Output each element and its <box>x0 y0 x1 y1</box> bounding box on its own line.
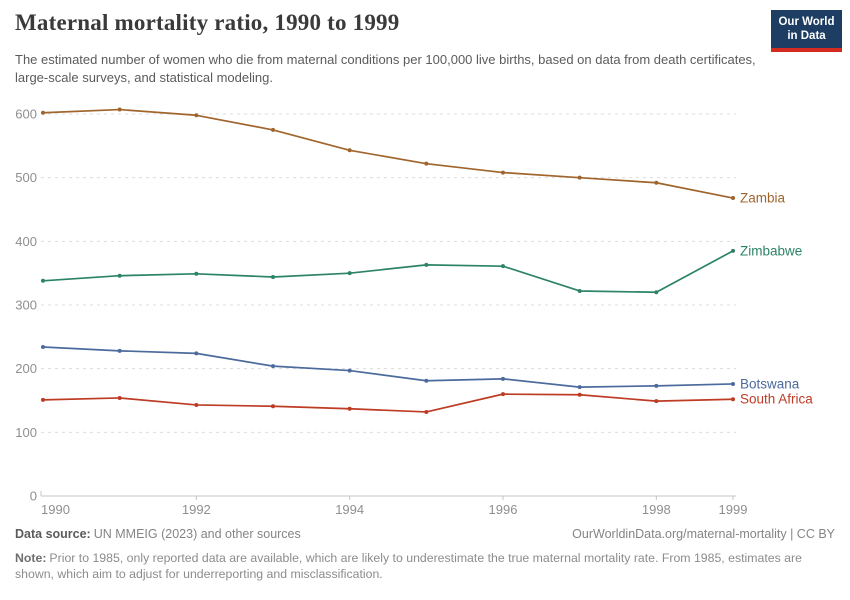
point-zimbabwe-1991 <box>117 273 122 278</box>
data-source-line: Data source: UN MMEIG (2023) and other so… <box>15 526 301 543</box>
point-zambia-1995 <box>424 161 429 166</box>
owid-logo-text-line2: in Data <box>787 30 826 43</box>
y-tick-label-100: 100 <box>15 425 37 440</box>
series-label-south-africa[interactable]: South Africa <box>740 392 813 407</box>
note-text: Prior to 1985, only reported data are av… <box>15 550 802 582</box>
point-zimbabwe-1995 <box>424 262 429 267</box>
point-zambia-1993 <box>271 127 275 132</box>
note-label: Note: <box>15 550 47 565</box>
point-zambia-1999 <box>731 196 735 201</box>
point-south-africa-1998 <box>654 399 659 404</box>
line-botswana <box>42 346 734 388</box>
point-botswana-1992 <box>194 351 199 356</box>
y-tick-label-500: 500 <box>15 170 37 185</box>
y-tick-label-400: 400 <box>15 234 37 249</box>
point-botswana-1994 <box>347 368 352 373</box>
point-south-africa-1992 <box>194 402 199 407</box>
x-tick-label-1999: 1999 <box>719 502 748 517</box>
point-zambia-1996 <box>501 170 505 175</box>
point-zambia-1992 <box>194 113 199 118</box>
owid-citation-link[interactable]: OurWorldinData.org/maternal-mortality | … <box>572 527 835 541</box>
x-tick-label-1994: 1994 <box>335 502 364 517</box>
point-botswana-1995 <box>424 378 429 383</box>
point-south-africa-1994 <box>347 406 352 411</box>
point-botswana-1993 <box>271 364 275 369</box>
point-zimbabwe-1994 <box>347 271 352 276</box>
point-botswana-1997 <box>577 385 582 390</box>
owid-logo[interactable]: Our World in Data <box>771 10 842 52</box>
point-south-africa-1997 <box>577 392 582 397</box>
point-botswana-1991 <box>117 348 122 353</box>
x-tick-label-1990: 1990 <box>41 502 70 517</box>
point-south-africa-1991 <box>117 395 122 400</box>
data-source-text: UN MMEIG (2023) and other sources <box>93 527 301 541</box>
point-south-africa-1995 <box>424 409 429 414</box>
point-zambia-1997 <box>577 175 582 180</box>
y-tick-label-300: 300 <box>15 298 37 313</box>
point-zambia-1991 <box>117 107 122 112</box>
point-south-africa-1993 <box>271 404 275 409</box>
line-zambia <box>42 108 734 199</box>
point-zimbabwe-1997 <box>577 288 582 293</box>
point-zimbabwe-1999 <box>731 248 735 253</box>
point-zambia-1994 <box>347 148 352 153</box>
point-south-africa-1996 <box>501 392 505 397</box>
point-zambia-1998 <box>654 180 659 185</box>
y-tick-label-200: 200 <box>15 361 37 376</box>
point-botswana-1996 <box>501 376 505 381</box>
owid-logo-text-line1: Our World <box>778 16 835 28</box>
point-zimbabwe-1993 <box>271 274 275 279</box>
point-zimbabwe-1992 <box>194 271 199 276</box>
chart-subtitle: The estimated number of women who die fr… <box>15 52 756 86</box>
point-botswana-1999 <box>731 381 735 386</box>
point-botswana-1998 <box>654 383 659 388</box>
x-tick-label-1996: 1996 <box>489 502 518 517</box>
data-source-label: Data source: <box>15 527 91 541</box>
point-zambia-1990 <box>41 110 45 115</box>
series-label-botswana[interactable]: Botswana <box>740 376 800 391</box>
point-south-africa-1999 <box>731 397 735 402</box>
point-zimbabwe-1996 <box>501 264 505 269</box>
point-south-africa-1990 <box>41 397 45 402</box>
point-botswana-1990 <box>41 345 45 350</box>
chart-svg[interactable]: 0 100 200 300 400 500 600 1990 1992 1994 1996 1998 1… <box>0 88 850 524</box>
line-zimbabwe <box>42 250 734 294</box>
point-zimbabwe-1998 <box>654 290 659 295</box>
y-tick-label-600: 600 <box>15 107 37 122</box>
series-label-zambia[interactable]: Zambia <box>740 191 786 206</box>
point-zimbabwe-1990 <box>41 278 45 283</box>
x-tick-label-1992: 1992 <box>182 502 211 517</box>
page-title: Maternal mortality ratio, 1990 to 1999 <box>15 10 400 35</box>
x-tick-label-1998: 1998 <box>642 502 671 517</box>
series-label-zimbabwe[interactable]: Zimbabwe <box>740 243 802 258</box>
y-tick-label-0: 0 <box>30 489 37 504</box>
line-south-africa <box>42 393 734 413</box>
chart-footer: Data source: UN MMEIG (2023) and other so… <box>15 526 835 583</box>
